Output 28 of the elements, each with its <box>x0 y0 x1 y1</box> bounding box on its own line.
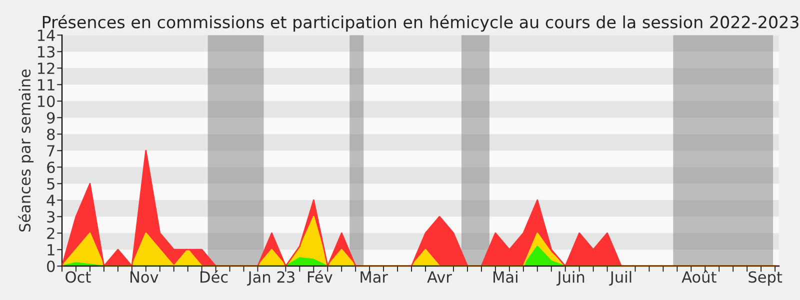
y-tick-label: 12 <box>38 62 54 74</box>
y-tick-label: 10 <box>38 96 55 108</box>
x-tick-label: Sept <box>748 271 782 286</box>
y-tick-label: 6 <box>47 162 55 174</box>
y-axis-title: Séances par semaine <box>18 69 34 232</box>
x-tick-label: Oct <box>66 271 91 283</box>
y-tick-label: 11 <box>38 79 54 90</box>
y-tick-label: 14 <box>38 30 55 41</box>
x-tick-label: Fév <box>308 270 332 283</box>
y-tick-label: 0 <box>47 260 55 272</box>
x-tick-label: Nov <box>130 271 158 283</box>
x-tick-label: Juin <box>556 270 584 286</box>
y-tick-label: 7 <box>47 145 54 156</box>
y-tick-label: 4 <box>46 194 55 206</box>
y-tick-label: 2 <box>47 228 54 239</box>
y-tick-label: 3 <box>47 211 55 223</box>
x-tick-label: Jan 23 <box>247 271 294 286</box>
y-tick-label: 13 <box>38 46 55 58</box>
y-tick-label: 5 <box>47 178 54 190</box>
x-tick-label: Mai <box>494 270 518 283</box>
x-tick-label: Avr <box>427 271 452 283</box>
y-tick-label: 8 <box>47 128 55 140</box>
x-tick-label: Déc <box>200 270 228 283</box>
y-tick-label: 1 <box>48 244 54 256</box>
y-tick-label: 9 <box>46 112 55 124</box>
x-tick-label: Août <box>682 270 716 283</box>
x-tick-label: Mar <box>360 271 388 283</box>
x-tick-label: Juil <box>609 270 632 286</box>
